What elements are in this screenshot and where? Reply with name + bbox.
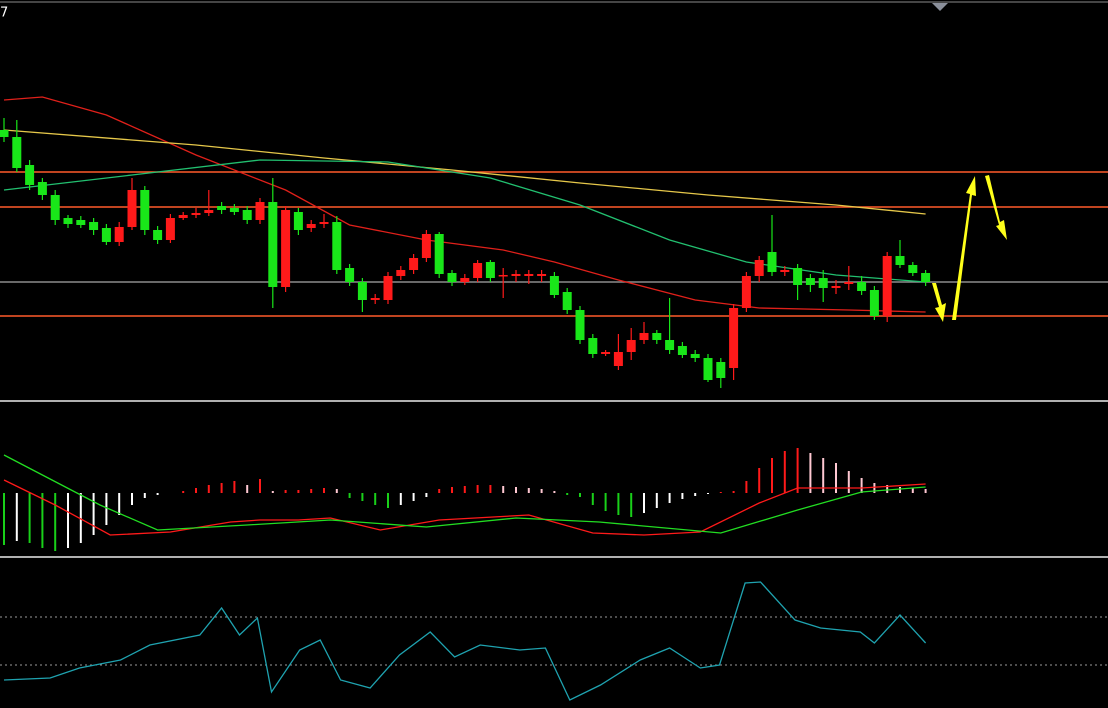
candle-body — [101, 228, 111, 242]
candle-body — [396, 270, 406, 276]
candle-body — [447, 273, 457, 282]
candle-body — [805, 278, 815, 285]
candle-body — [89, 222, 99, 230]
candle-body — [25, 165, 35, 185]
chart-label: 7 — [0, 6, 8, 21]
indicator-line — [3, 479, 926, 536]
candle-body — [293, 212, 303, 230]
candle-body — [357, 282, 367, 300]
candle-body — [869, 290, 879, 316]
indicator-line — [3, 581, 927, 701]
candle-body — [754, 260, 764, 276]
arrow — [952, 176, 976, 320]
candle-body — [690, 354, 700, 358]
candle-body — [76, 220, 86, 225]
candle-body — [178, 215, 188, 218]
candle-body — [549, 276, 559, 295]
candle-body — [281, 210, 291, 287]
candle-body — [703, 358, 713, 380]
candle-body — [434, 234, 444, 274]
indicator-line — [3, 454, 926, 534]
candle-body — [741, 276, 751, 308]
candle-body — [588, 338, 598, 354]
candle-body — [383, 276, 393, 300]
candle-body — [332, 222, 342, 270]
candle-body — [421, 234, 431, 258]
candle-body — [767, 252, 777, 272]
candle-body — [831, 286, 841, 288]
candle-body — [50, 195, 60, 220]
candle-body — [306, 224, 316, 228]
indicator-line — [3, 159, 926, 283]
candle-body — [473, 263, 483, 278]
candle-body — [613, 352, 623, 366]
candle-body — [12, 137, 22, 168]
candle-body — [345, 268, 355, 282]
candle-body — [857, 282, 867, 291]
candle-body — [370, 298, 380, 300]
arrow — [932, 283, 946, 322]
candle-body — [652, 333, 662, 340]
candle-body — [677, 346, 687, 355]
candle-body — [191, 213, 201, 215]
candle-body — [908, 265, 918, 273]
candle-body — [793, 268, 803, 285]
candle-body — [498, 275, 508, 277]
candle-body — [63, 218, 73, 224]
arrow — [985, 175, 1007, 240]
candle-body — [409, 258, 419, 270]
candle-body — [524, 274, 534, 276]
candle-body — [562, 292, 572, 310]
candle-body — [0, 130, 9, 137]
candle-body — [729, 308, 739, 368]
candle-body — [229, 208, 239, 212]
candle-body — [780, 270, 790, 272]
candle-body — [882, 256, 892, 316]
projection-arrows — [932, 175, 1007, 322]
indicator-line — [3, 129, 926, 215]
candle-body — [319, 222, 329, 224]
candle-body — [844, 282, 854, 284]
candle-body — [127, 190, 137, 227]
candle-body — [626, 340, 636, 352]
candle-body — [153, 230, 163, 240]
marker-triangle — [932, 3, 948, 11]
candle-body — [537, 274, 547, 276]
candle-body — [601, 352, 611, 354]
candle-body — [485, 262, 495, 278]
candle-body — [639, 333, 649, 340]
candle-body — [716, 362, 726, 378]
candle-body — [217, 206, 227, 210]
candle-body — [665, 340, 675, 350]
candle-body — [204, 210, 214, 213]
candle-body — [242, 210, 252, 220]
candle-body — [37, 182, 47, 195]
candle-body — [255, 202, 265, 220]
candle-body — [575, 310, 585, 340]
candle-body — [511, 274, 521, 276]
candle-body — [114, 227, 124, 242]
candle-body — [818, 278, 828, 288]
candle-body — [921, 273, 931, 282]
candle-body — [268, 202, 278, 287]
candle-body — [895, 256, 905, 265]
candle-body — [165, 218, 175, 240]
candle-body — [140, 190, 150, 230]
candle-body — [460, 278, 470, 282]
